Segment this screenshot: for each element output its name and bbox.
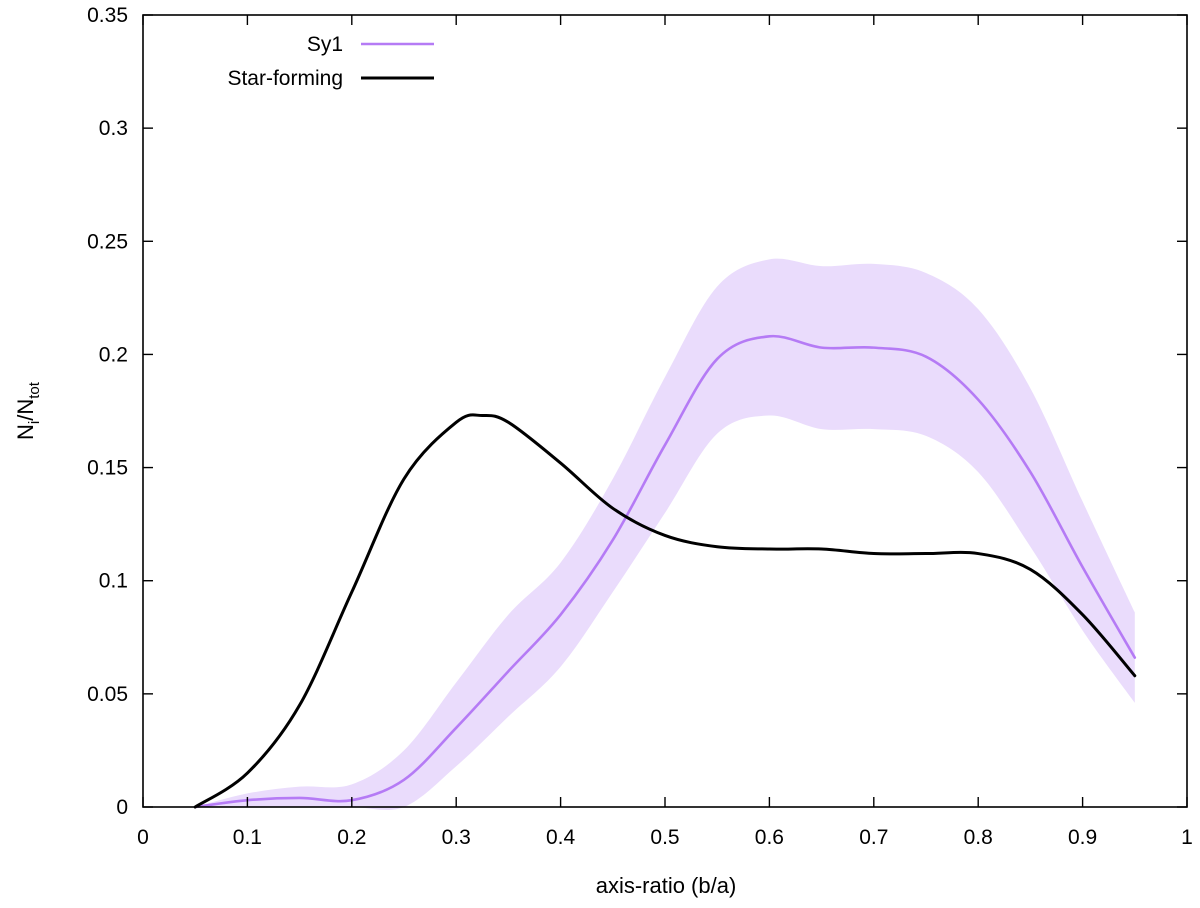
series-1-line xyxy=(193,413,1137,809)
x-tick-label: 0.6 xyxy=(755,826,784,849)
y-title-mid: /N xyxy=(13,399,38,421)
y-title-sub2: tot xyxy=(26,381,43,399)
x-tick-label: 0 xyxy=(137,826,149,849)
x-tick-label: 0.2 xyxy=(337,826,366,849)
x-tick-label: 0.1 xyxy=(233,826,262,849)
series-1-point xyxy=(664,534,666,536)
series-0-error-band xyxy=(195,258,1135,811)
y-tick-label: 0.25 xyxy=(87,230,128,253)
series-lines xyxy=(193,334,1137,809)
series-0-point xyxy=(716,358,718,360)
x-tick-label: 0.3 xyxy=(442,826,471,849)
series-0-point xyxy=(664,444,666,446)
series-0-point xyxy=(559,613,561,615)
legend: Sy1 Star-forming xyxy=(227,33,434,90)
series-1-point xyxy=(403,478,405,480)
y-tick-label: 0 xyxy=(116,796,128,819)
series-0-point xyxy=(612,539,614,541)
series-1-point xyxy=(481,414,483,416)
series-0-point xyxy=(403,779,405,781)
series-0-point xyxy=(820,346,822,348)
y-tick-label: 0.15 xyxy=(87,457,128,480)
series-1-point xyxy=(507,421,509,423)
series-1-point xyxy=(351,591,353,593)
y-tick-label: 0.3 xyxy=(99,117,128,140)
y-tick-label: 0.05 xyxy=(87,683,128,706)
legend-label: Star-forming xyxy=(227,67,343,90)
series-0-point xyxy=(455,727,457,729)
series-1-point xyxy=(820,548,822,550)
confidence-bands xyxy=(195,258,1135,811)
x-axis-ticks: 0 0.1 0.2 0.3 0.4 0.5 0.6 0.7 0.8 0.9 1 xyxy=(137,15,1193,849)
series-1-point xyxy=(977,552,979,554)
series-0-point xyxy=(925,355,927,357)
series-0-point xyxy=(873,346,875,348)
y-title-sub1: i xyxy=(26,421,43,424)
series-1-point xyxy=(1029,568,1031,570)
series-0-point xyxy=(1029,471,1031,473)
series-0-point xyxy=(977,398,979,400)
series-1-point xyxy=(246,772,248,774)
x-tick-label: 0.9 xyxy=(1068,826,1097,849)
x-tick-label: 0.4 xyxy=(546,826,576,849)
y-tick-label: 0.35 xyxy=(87,4,128,27)
series-1-point xyxy=(716,546,718,548)
x-tick-label: 0.5 xyxy=(650,826,679,849)
series-1-point xyxy=(612,507,614,509)
series-1-point xyxy=(455,421,457,423)
x-tick-label: 0.7 xyxy=(859,826,888,849)
series-0-point xyxy=(768,335,770,337)
series-0-line xyxy=(193,334,1137,809)
x-axis-title: axis-ratio (b/a) xyxy=(596,873,737,898)
series-1-point xyxy=(1081,613,1083,615)
series-1-point xyxy=(559,462,561,464)
y-tick-label: 0.1 xyxy=(99,570,128,593)
x-tick-label: 1 xyxy=(1181,826,1193,849)
series-1-point xyxy=(873,552,875,554)
series-0-point xyxy=(298,797,300,799)
y-title-base: N xyxy=(13,424,38,440)
series-0-point xyxy=(1134,656,1136,658)
legend-label: Sy1 xyxy=(307,33,343,56)
y-axis-ticks: 0 0.05 0.1 0.15 0.2 0.25 0.3 0.35 xyxy=(87,4,1187,819)
series-1-point xyxy=(298,704,300,706)
series-1-point xyxy=(768,548,770,550)
series-0-point xyxy=(507,670,509,672)
series-0-point xyxy=(1081,566,1083,568)
y-axis-title: Ni/Ntot xyxy=(13,381,43,440)
y-tick-label: 0.2 xyxy=(99,343,128,366)
series-1-point xyxy=(925,552,927,554)
x-tick-label: 0.8 xyxy=(964,826,993,849)
series-1-point xyxy=(1134,675,1136,677)
